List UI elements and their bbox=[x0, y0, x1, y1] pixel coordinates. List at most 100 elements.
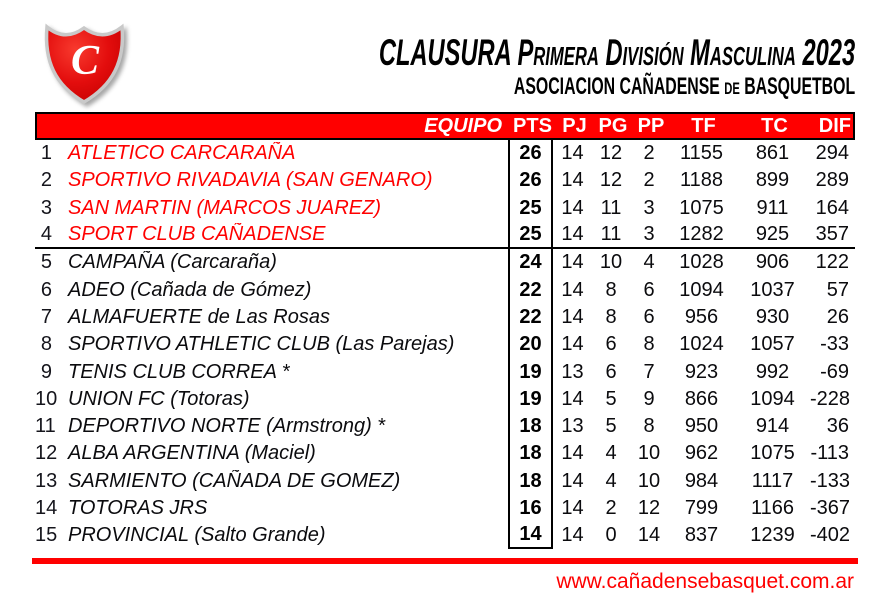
points-against-value: 1057 bbox=[750, 333, 795, 356]
header-dif: DIF bbox=[818, 114, 851, 137]
points-for-value: 799 bbox=[684, 497, 719, 519]
points-value: 25 bbox=[508, 221, 553, 248]
points-for-value: 1024 bbox=[679, 333, 724, 356]
points-diff-value: -367 bbox=[810, 497, 851, 519]
games-played-value: 13 bbox=[561, 415, 584, 438]
games-won-value: 4 bbox=[605, 442, 617, 465]
team-name: UNION FC (Totoras) bbox=[68, 387, 250, 410]
points-against-value: 911 bbox=[756, 196, 789, 219]
games-played-value: 14 bbox=[561, 223, 584, 246]
team-name: PROVINCIAL (Salto Grande) bbox=[68, 524, 326, 547]
position-number: 14 bbox=[35, 497, 58, 519]
games-won-value: 8 bbox=[605, 305, 617, 328]
position-number: 13 bbox=[35, 469, 58, 492]
points-value: 19 bbox=[508, 358, 553, 386]
table-row: 2 SPORTIVO RIVADAVIA (SAN GENARO) 26 14 … bbox=[35, 167, 855, 195]
games-played-value: 14 bbox=[561, 142, 584, 165]
position-number: 8 bbox=[40, 333, 52, 356]
games-lost-value: 10 bbox=[637, 442, 661, 465]
points-against-value: 1037 bbox=[750, 278, 795, 301]
masthead: CLAUSURA Primera División Masculina 2023… bbox=[111, 32, 855, 99]
games-lost-value: 8 bbox=[643, 333, 655, 356]
team-name: ALMAFUERTE de Las Rosas bbox=[68, 305, 330, 328]
points-for-value: 1094 bbox=[679, 278, 724, 301]
points-diff-value: -402 bbox=[810, 524, 851, 547]
team-name: ALBA ARGENTINA (Maciel) bbox=[68, 442, 316, 465]
points-value: 16 bbox=[508, 494, 553, 523]
position-number: 12 bbox=[35, 442, 58, 465]
header-tf: TF bbox=[691, 114, 716, 137]
games-lost-value: 8 bbox=[643, 415, 655, 438]
games-won-value: 5 bbox=[605, 387, 617, 410]
table-row: 5 CAMPAÑA (Carcaraña) 24 14 10 4 1028 90… bbox=[35, 249, 855, 277]
games-won-value: 6 bbox=[605, 333, 617, 356]
header-pg: PG bbox=[598, 114, 628, 137]
points-for-value: 1028 bbox=[679, 251, 724, 274]
team-name: TENIS CLUB CORREA * bbox=[68, 360, 290, 383]
points-for-value: 962 bbox=[684, 442, 719, 465]
points-diff-value: 357 bbox=[815, 223, 849, 246]
team-name: SPORTIVO RIVADAVIA (SAN GENARO) bbox=[68, 169, 433, 192]
position-number: 4 bbox=[40, 223, 52, 246]
points-diff-value: -133 bbox=[810, 469, 851, 492]
header-equipo: EQUIPO bbox=[424, 114, 502, 137]
games-won-value: 8 bbox=[605, 278, 617, 301]
games-lost-value: 10 bbox=[637, 469, 661, 492]
points-value: 18 bbox=[508, 412, 553, 441]
points-against-value: 861 bbox=[755, 142, 790, 165]
position-number: 6 bbox=[40, 278, 52, 301]
points-for-value: 956 bbox=[684, 305, 719, 328]
points-value: 22 bbox=[508, 276, 553, 304]
points-against-value: 1094 bbox=[750, 387, 795, 410]
points-value: 25 bbox=[508, 194, 553, 222]
points-diff-value: 122 bbox=[815, 251, 849, 274]
team-name: SARMIENTO (CAÑADA DE GOMEZ) bbox=[68, 469, 401, 492]
points-value: 14 bbox=[508, 522, 553, 550]
table-row: 10 UNION FC (Totoras) 19 14 5 9 866 1094… bbox=[35, 385, 855, 413]
games-lost-value: 2 bbox=[643, 169, 655, 192]
games-won-value: 11 bbox=[600, 223, 622, 246]
standings-table: EQUIPO PTS PJ PG PP TF TC DIF 1 ATLETICO… bbox=[35, 112, 855, 550]
shield-icon: C bbox=[44, 23, 125, 105]
points-diff-value: -113 bbox=[810, 442, 849, 465]
points-value: 20 bbox=[508, 331, 553, 359]
games-lost-value: 6 bbox=[643, 278, 655, 301]
table-row: 14 TOTORAS JRS 16 14 2 12 799 1166 -367 bbox=[35, 494, 855, 523]
table-row: 3 SAN MARTIN (MARCOS JUAREZ) 25 14 11 3 … bbox=[35, 194, 855, 222]
games-lost-value: 14 bbox=[637, 524, 661, 547]
games-lost-value: 9 bbox=[643, 387, 655, 410]
points-diff-value: -33 bbox=[820, 333, 849, 356]
points-against-value: 992 bbox=[755, 360, 790, 383]
points-diff-value: 164 bbox=[815, 196, 849, 219]
games-played-value: 14 bbox=[561, 251, 584, 274]
points-against-value: 930 bbox=[755, 305, 790, 328]
page-title: CLAUSURA Primera División Masculina 2023 bbox=[378, 32, 855, 73]
games-won-value: 4 bbox=[605, 469, 617, 492]
points-diff-value: 294 bbox=[815, 142, 849, 165]
position-number: 3 bbox=[40, 196, 52, 219]
points-against-value: 1239 bbox=[750, 524, 795, 547]
points-value: 26 bbox=[508, 167, 553, 195]
games-lost-value: 6 bbox=[643, 305, 655, 328]
header-tc: TC bbox=[761, 114, 788, 137]
games-lost-value: 7 bbox=[643, 360, 655, 383]
games-played-value: 14 bbox=[561, 469, 584, 492]
games-lost-value: 4 bbox=[643, 251, 655, 274]
website-link[interactable]: www.cañadensebasquet.com.ar bbox=[556, 570, 854, 593]
games-played-value: 13 bbox=[561, 360, 584, 383]
team-name: SAN MARTIN (MARCOS JUAREZ) bbox=[68, 196, 381, 219]
games-won-value: 10 bbox=[599, 251, 623, 274]
games-lost-value: 3 bbox=[643, 223, 655, 246]
logo-letter: C bbox=[71, 38, 100, 84]
points-against-value: 1075 bbox=[750, 442, 795, 465]
points-against-value: 1117 bbox=[751, 469, 794, 492]
points-for-value: 950 bbox=[684, 415, 719, 438]
position-number: 11 bbox=[35, 415, 56, 438]
points-against-value: 925 bbox=[755, 223, 790, 246]
team-name: TOTORAS JRS bbox=[68, 497, 208, 519]
points-for-value: 1282 bbox=[679, 223, 724, 246]
table-row: 6 ADEO (Cañada de Gómez) 22 14 8 6 1094 … bbox=[35, 276, 855, 304]
points-against-value: 914 bbox=[755, 415, 790, 438]
team-name: ADEO (Cañada de Gómez) bbox=[68, 278, 312, 301]
